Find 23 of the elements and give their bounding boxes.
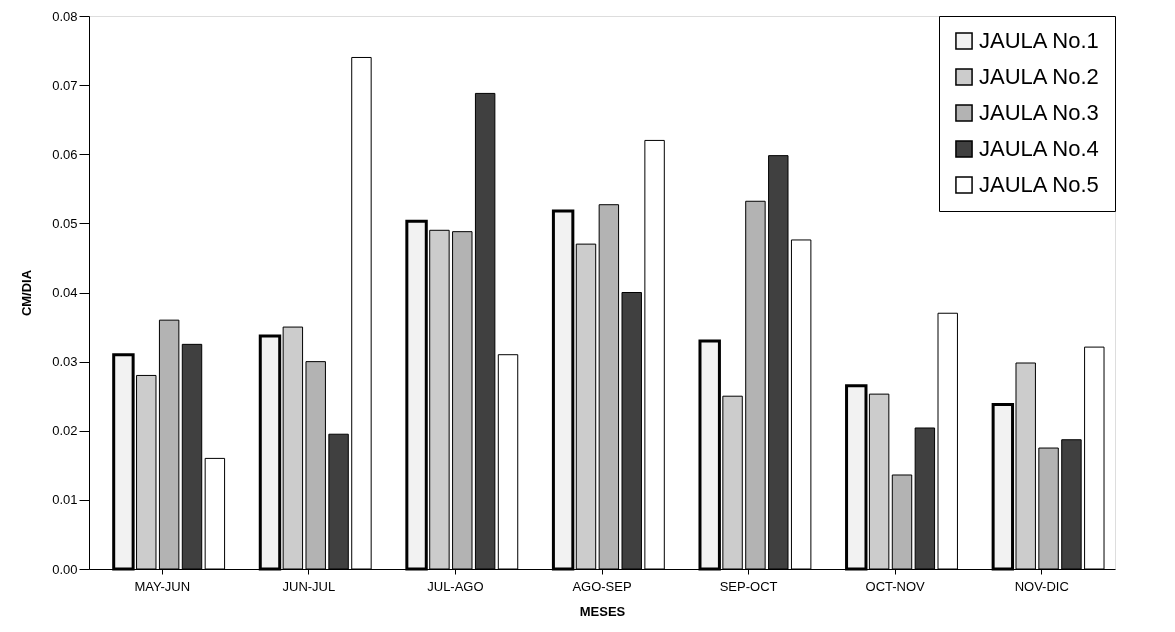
x-tick-label: MAY-JUN [134, 578, 191, 594]
x-tick-label: SEP-OCT [719, 578, 778, 594]
legend-label: JAULA No.5 [979, 172, 1099, 197]
legend-label: JAULA No.1 [979, 28, 1099, 53]
x-tick-label: JUN-JUL [282, 578, 336, 594]
y-tick-label: 0.03 [52, 354, 78, 370]
legend-label: JAULA No.3 [979, 100, 1099, 125]
legend-label: JAULA No.4 [979, 136, 1099, 161]
legend-label: JAULA No.2 [979, 64, 1099, 89]
y-tick-label: 0.06 [52, 146, 78, 162]
y-axis-title: CM/DIA [19, 269, 35, 317]
x-axis-title: MESES [579, 603, 626, 619]
x-tick-label: OCT-NOV [865, 578, 926, 594]
y-tick-label: 0.08 [52, 8, 78, 24]
y-tick-label: 0.05 [52, 215, 78, 231]
y-tick-label: 0.00 [52, 561, 78, 577]
y-tick-label: 0.07 [52, 77, 78, 93]
x-tick-label: AGO-SEP [572, 578, 632, 594]
y-tick-label: 0.01 [52, 492, 78, 508]
x-tick-label: JUL-AGO [427, 578, 484, 594]
x-tick-label: NOV-DIC [1014, 578, 1069, 594]
y-tick-label: 0.02 [52, 423, 78, 439]
y-tick-label: 0.04 [52, 285, 78, 300]
